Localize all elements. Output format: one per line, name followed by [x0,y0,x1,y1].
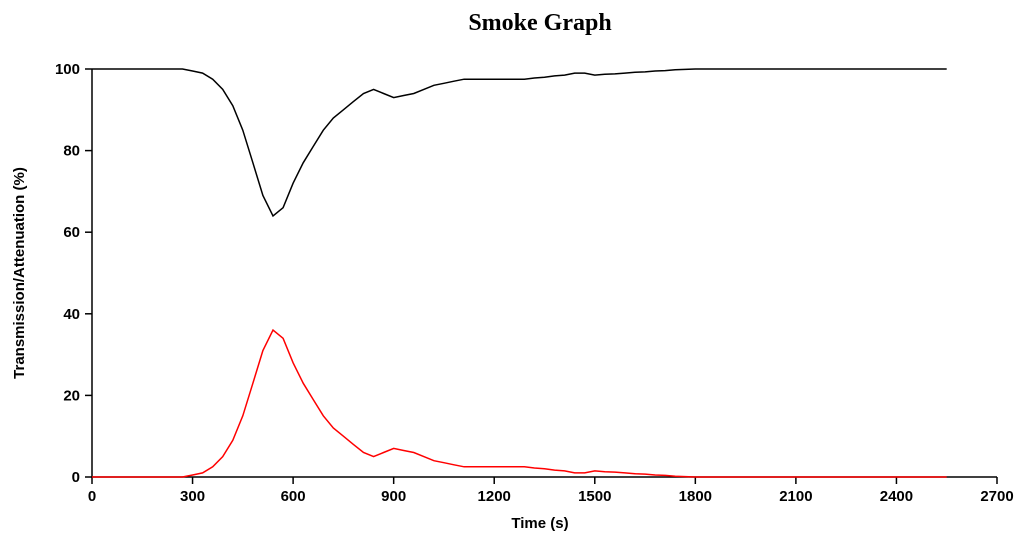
y-tick-label: 80 [63,143,80,160]
y-tick-label: 20 [63,387,80,404]
y-tick-label: 60 [63,224,80,241]
x-tick-label: 2400 [880,488,913,505]
x-tick-label: 1500 [578,488,611,505]
x-tick-label: 300 [180,488,205,505]
x-tick-label: 0 [88,488,96,505]
series-line [92,68,947,218]
y-axis-label: Transmission/Attenuation (%) [11,167,28,379]
x-tick-label: 1200 [478,488,511,505]
series-line [92,328,947,478]
x-tick-label: 600 [281,488,306,505]
x-tick-label: 900 [381,488,406,505]
x-tick-label: 1800 [679,488,712,505]
y-tick-label: 100 [55,61,80,78]
y-tick-label: 0 [72,469,80,486]
x-tick-label: 2100 [779,488,812,505]
chart-title: Smoke Graph [468,10,611,36]
y-tick-label: 40 [63,306,80,323]
x-tick-label: 2700 [980,488,1013,505]
x-axis-label: Time (s) [511,515,568,532]
